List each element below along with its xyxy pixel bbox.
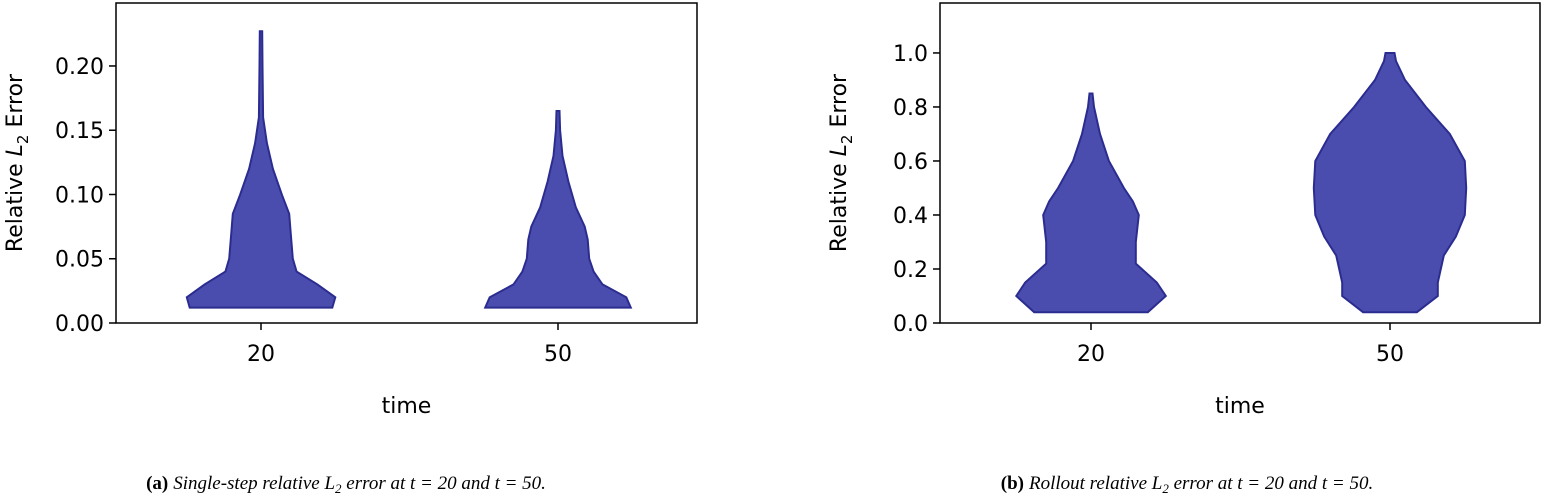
plot-frame [115, 2, 698, 324]
y-label-text: Relative [827, 156, 852, 252]
y-label-symbol: L [3, 144, 28, 156]
x-axis-label: time [1215, 394, 1265, 419]
x-tick-label: 20 [1077, 342, 1105, 367]
y-label-text: Error [3, 73, 28, 135]
caption-text: error at t = 20 and t = 50. [1169, 473, 1373, 494]
caption: (a) Single-step relative L2 error at t = … [146, 473, 546, 495]
y-tick-label: 0.0 [893, 312, 928, 337]
violin [483, 110, 633, 309]
y-tick-label: 0.8 [893, 96, 928, 121]
y-axis-label: Relative L2 Error [827, 73, 856, 252]
y-tick-label: 0.4 [893, 204, 928, 229]
violin [185, 30, 337, 309]
y-tick-label: 0.20 [55, 55, 104, 80]
caption-subscript: 2 [335, 481, 342, 495]
y-label-text: Relative [3, 156, 28, 252]
caption-label: (a) [146, 473, 168, 494]
x-tick-label: 50 [1376, 342, 1404, 367]
y-tick-label: 0.15 [55, 119, 104, 144]
y-tick-label: 0.6 [893, 150, 928, 175]
caption-label: (b) [1001, 473, 1024, 494]
y-tick-label: 0.05 [55, 248, 104, 273]
y-tick-label: 0.00 [55, 312, 104, 337]
chart-panel: 0.00 0.05 0.10 0.15 0.20 20 50 time Relative L2 … [3, 2, 698, 419]
x-axis-label: time [382, 394, 432, 419]
caption-text: Single-step relative [173, 473, 324, 494]
y-tick-label: 1.0 [893, 42, 928, 67]
x-tick-label: 20 [247, 342, 275, 367]
y-axis-label: Relative L2 Error [3, 73, 32, 252]
y-label-subscript: 2 [14, 135, 32, 145]
violin [1014, 92, 1168, 314]
caption-text: error at t = 20 and t = 50. [342, 473, 546, 494]
caption: (b) Rollout relative L2 error at t = 20 a… [1001, 473, 1373, 495]
violin [1312, 52, 1468, 314]
caption-text: Rollout relative [1028, 473, 1152, 494]
y-tick-label: 0.2 [893, 258, 928, 283]
chart-panel: 0.0 0.2 0.4 0.6 0.8 1.0 20 50 time Relative L2 Er… [827, 2, 1541, 419]
y-tick-label: 0.10 [55, 183, 104, 208]
y-label-symbol: L [827, 144, 852, 156]
x-tick-label: 50 [544, 342, 572, 367]
caption-subscript: 2 [1162, 481, 1169, 495]
y-label-text: Error [827, 73, 852, 135]
caption-symbol: L [1151, 473, 1163, 494]
caption-symbol: L [323, 473, 335, 494]
y-label-subscript: 2 [838, 135, 856, 145]
plot-frame [939, 2, 1541, 324]
